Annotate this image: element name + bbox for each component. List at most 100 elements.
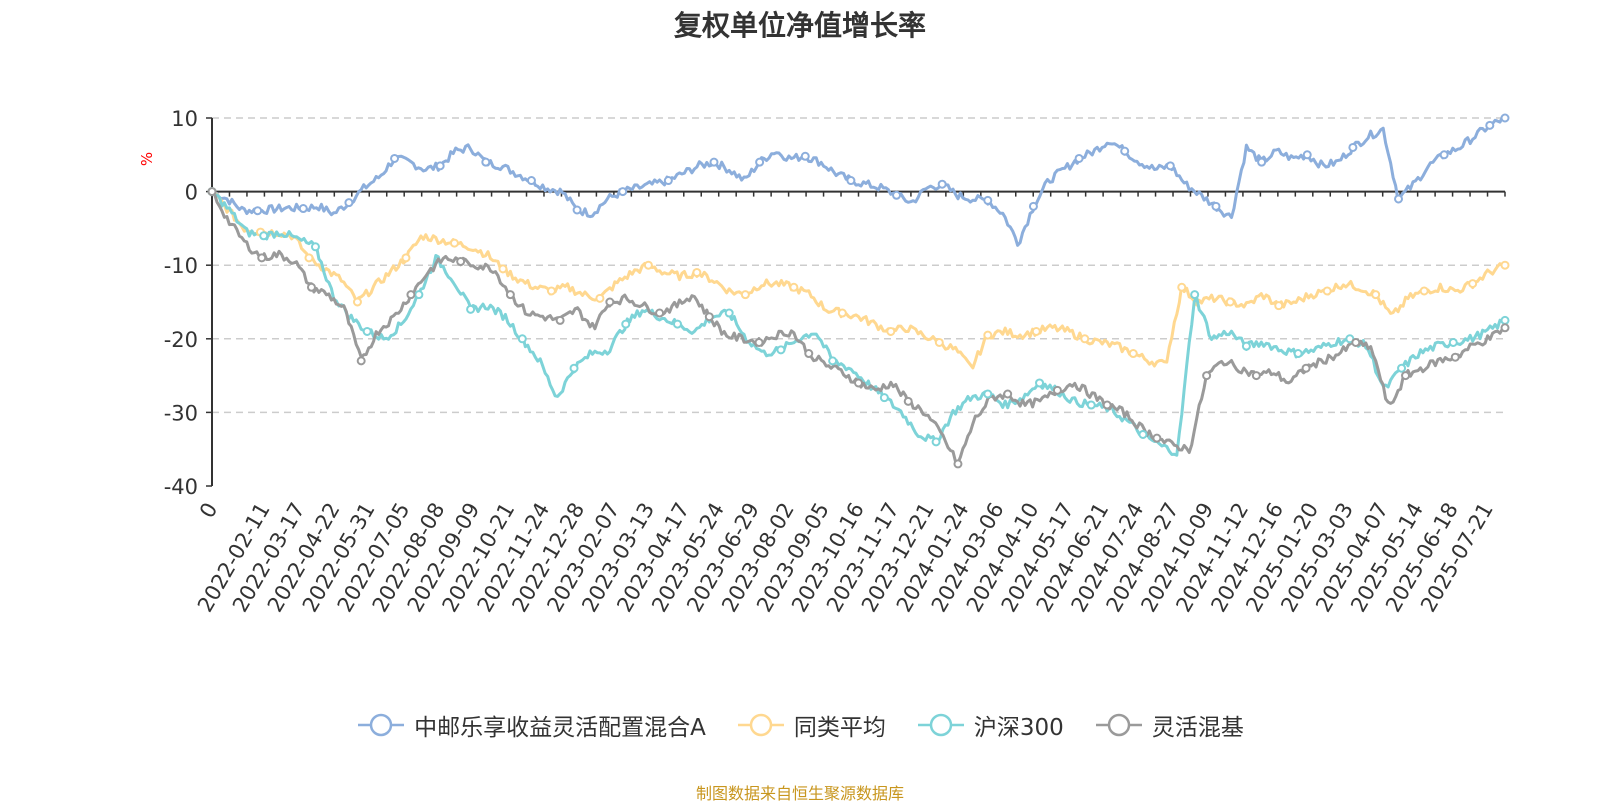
series-point (655, 308, 665, 318)
series-point (1485, 120, 1495, 130)
series-point (555, 315, 565, 325)
series-point (1351, 337, 1361, 347)
series-point (304, 253, 314, 263)
series-point (466, 304, 476, 314)
legend-line-circle-icon (358, 713, 405, 737)
series-point (1052, 385, 1062, 395)
series-point (953, 459, 963, 469)
y-tick-label: 10 (171, 107, 198, 131)
series-point (517, 334, 527, 344)
series-point (937, 179, 947, 189)
series-point (1003, 389, 1013, 399)
series-point (1500, 260, 1510, 270)
series-point (253, 206, 263, 216)
legend-label: 灵活混基 (1151, 715, 1244, 741)
series-point (344, 198, 354, 208)
legend-line-circle-icon (737, 713, 784, 737)
series-point (1500, 323, 1510, 333)
series-point (879, 393, 889, 403)
series-point (755, 157, 765, 167)
legend-line-circle-icon (917, 713, 964, 737)
series-point (1202, 371, 1212, 381)
series-point (931, 437, 941, 447)
series-point (886, 326, 896, 336)
legend-item[interactable]: 同类平均 (736, 708, 886, 742)
series-point (1035, 378, 1045, 388)
series-point (1080, 334, 1090, 344)
axes (206, 117, 1506, 487)
series-point (804, 349, 814, 359)
legend-item[interactable]: 沪深300 (916, 708, 1064, 742)
series-point (1031, 326, 1041, 336)
series-point (456, 257, 466, 267)
series-point (310, 242, 320, 252)
series-point (983, 330, 993, 340)
series-point (1257, 157, 1267, 167)
legend-item[interactable]: 灵活混基 (1094, 708, 1244, 742)
series-point (1293, 349, 1303, 359)
series-point (1401, 371, 1411, 381)
series-point (1448, 337, 1458, 347)
series-point (709, 157, 719, 167)
series-point (672, 319, 682, 329)
legend-label: 同类平均 (793, 715, 886, 741)
series-point (1190, 290, 1200, 300)
series-point (1302, 150, 1312, 160)
series-point (1322, 286, 1332, 296)
series-point (934, 337, 944, 347)
y-tick-label: 0 (185, 181, 198, 205)
series-point (449, 238, 459, 248)
series-point (390, 153, 400, 163)
series-markers (207, 113, 1510, 469)
series-point (837, 308, 847, 318)
series-point (776, 345, 786, 355)
series-point (692, 268, 702, 278)
series-point (414, 290, 424, 300)
series-point (1241, 341, 1251, 351)
legend: 中邮乐享收益灵活配置混合A 同类平均 沪深300 灵活混基 (0, 708, 1600, 742)
series-point (1152, 433, 1162, 443)
series-point (903, 396, 913, 406)
series-point (1128, 349, 1138, 359)
series-point (362, 326, 372, 336)
series-point (526, 176, 536, 186)
series-point (740, 290, 750, 300)
chart-title: 复权单位净值增长率 (673, 9, 926, 42)
series-point (298, 204, 308, 214)
series-point (1439, 150, 1449, 160)
series-point (481, 157, 491, 167)
series-point (854, 378, 863, 388)
series-line-2 (210, 190, 1506, 457)
y-tick-label: -10 (164, 254, 198, 278)
series-line-1 (211, 190, 1506, 370)
series-point (1468, 279, 1478, 289)
legend-item[interactable]: 中邮乐享收益灵活配置混合A (356, 708, 706, 742)
series-point (1394, 194, 1404, 204)
series-point (1102, 400, 1112, 410)
series-point (1074, 153, 1084, 163)
series-point (1225, 297, 1235, 307)
series-point (1500, 315, 1510, 325)
series-point (621, 319, 631, 329)
series-lines (210, 115, 1506, 465)
series-point (1419, 286, 1429, 296)
y-tick-label: -20 (164, 328, 198, 352)
series-point (569, 363, 579, 373)
series-point (401, 253, 411, 263)
series-point (724, 308, 734, 318)
series-point (1251, 371, 1261, 381)
series-point (892, 190, 902, 200)
series-line-0 (211, 115, 1506, 247)
series-point (207, 187, 217, 197)
series-point (789, 282, 799, 292)
series-point (406, 290, 416, 300)
series-point (643, 260, 653, 270)
series-point (259, 231, 269, 241)
series-point (595, 293, 605, 303)
series-point (1348, 142, 1358, 152)
series-point (1120, 146, 1130, 156)
series-point (1397, 363, 1407, 373)
legend-line-circle-icon (1095, 713, 1142, 737)
series-point (498, 264, 508, 274)
